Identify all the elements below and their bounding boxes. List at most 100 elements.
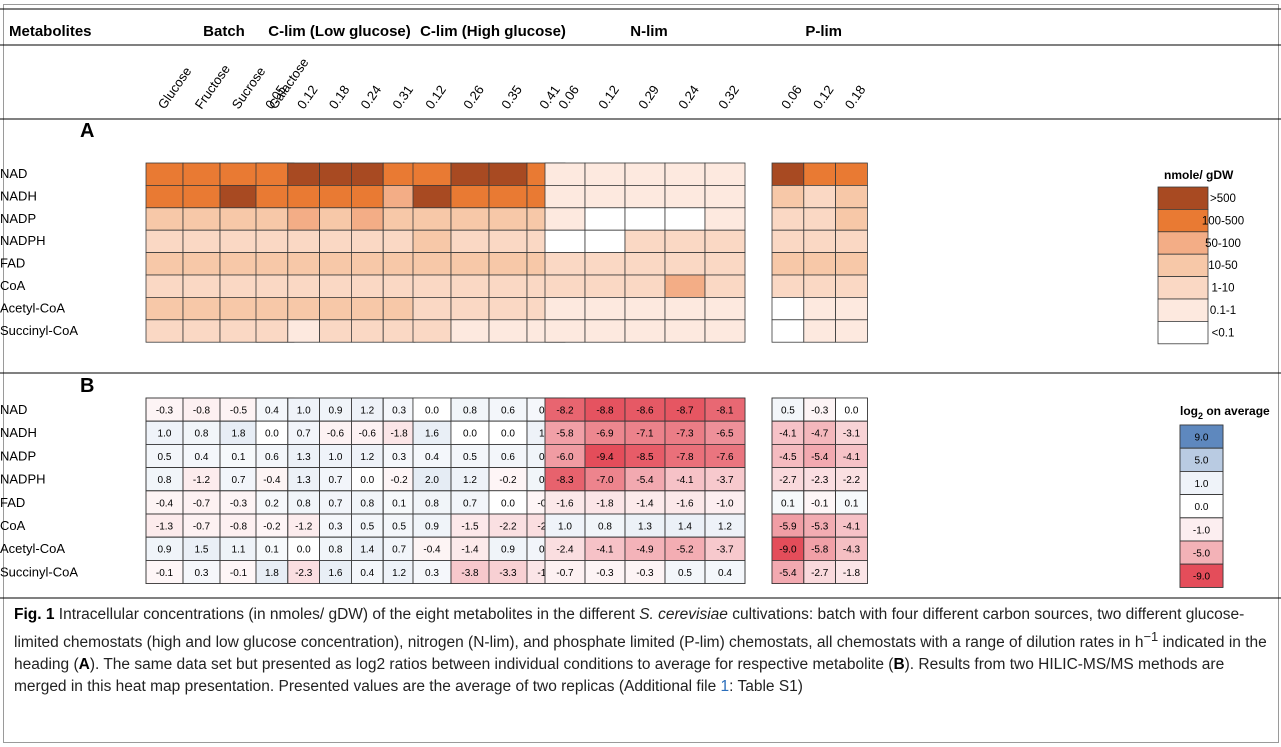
heatmap-a-cell (412, 296, 452, 321)
heatmap-b-value: 0.1 (392, 498, 406, 509)
heatmap-b-value: -5.4 (811, 452, 829, 463)
heatmap-b-value: -0.3 (596, 568, 614, 579)
heatmap-a-cell (704, 296, 746, 321)
heatmap-a-cell (287, 207, 320, 231)
heatmap-a-cell (704, 162, 746, 186)
heatmap-a-cell (145, 184, 184, 209)
heatmap-b-value: 0.8 (158, 475, 172, 486)
heatmap-a-cell (145, 207, 184, 231)
heatmap-b-value: -3.3 (499, 568, 517, 579)
heatmap-b-value: -5.8 (811, 545, 829, 556)
caption-text-5: ). Results from two HILIC-MS/MS methods … (14, 656, 1225, 696)
heatmap-b-value: -1.0 (716, 498, 734, 509)
heatmap-a-cell (350, 296, 384, 321)
heatmap-a-cell (412, 184, 452, 209)
heatmap-b-value: 0.0 (501, 498, 515, 509)
heatmap-b-value: -0.7 (193, 522, 211, 533)
caption-text-6: : Table S1) (729, 678, 803, 696)
heatmap-b-value: 0.8 (297, 498, 311, 509)
legend-a-swatch (1157, 186, 1209, 210)
heatmap-b-value: -4.1 (676, 475, 694, 486)
heatmap-b-value: 0.5 (360, 522, 374, 533)
legend-b-swatch (1179, 563, 1224, 588)
heatmap-b-value: 0.0 (360, 475, 374, 486)
heatmap-a-cell (803, 296, 836, 321)
legend-a-swatch (1157, 253, 1209, 277)
heatmap-b-value: 2.0 (425, 475, 439, 486)
heatmap-a-cell (450, 229, 490, 253)
heatmap-b-value: 0.7 (329, 498, 343, 509)
row-label: FAD (0, 495, 25, 510)
heatmap-b-value: -3.7 (716, 475, 734, 486)
legend-b-label: 5.0 (1195, 456, 1209, 467)
heatmap-a-cell (835, 162, 868, 186)
heatmap-b-value: -0.7 (193, 498, 211, 509)
heatmap-b-value: 1.4 (678, 522, 692, 533)
heatmap-a-cell (350, 319, 384, 343)
legend-b-label: -5.0 (1193, 549, 1211, 560)
heatmap-a-cell (771, 162, 805, 186)
row-label: CoA (0, 518, 26, 533)
heatmap-b-value: 1.3 (297, 475, 311, 486)
heatmap-b-value: -0.5 (230, 406, 248, 417)
legend-b-title: log2 on average (1180, 404, 1270, 421)
heatmap-b-value: -8.3 (556, 475, 574, 486)
panel-a-letter: A (80, 120, 94, 142)
heatmap-b-value: -8.7 (676, 406, 694, 417)
heatmap-b-value: 0.3 (392, 406, 406, 417)
heatmap-a-cell (488, 319, 528, 343)
heatmap-b-value: 0.0 (425, 406, 439, 417)
heatmap-a-cell (771, 184, 805, 209)
heatmap-b-value: 0.8 (329, 545, 343, 556)
heatmap-b-value: 0.0 (265, 429, 279, 440)
heatmap-b-value: 0.7 (329, 475, 343, 486)
heatmap-a-cell (664, 274, 706, 298)
legend-b-label: 1.0 (1195, 479, 1209, 490)
legend-a-label: >500 (1210, 193, 1236, 205)
heatmap-b-value: -0.4 (156, 498, 174, 509)
heatmap-a-cell (219, 296, 258, 321)
heatmap-a-cell (624, 274, 666, 298)
header-group: Batch (203, 23, 245, 40)
heatmap-a-cell (450, 207, 490, 231)
heatmap-a-cell (584, 162, 626, 186)
heatmap-b-value: -9.0 (779, 545, 797, 556)
heatmap-a-cell (219, 184, 258, 209)
heatmap-a-cell (182, 319, 221, 343)
heatmap-a-cell (219, 252, 258, 276)
heatmap-a-cell (624, 252, 666, 276)
heatmap-b-value: 0.2 (265, 498, 279, 509)
heatmap-b-value: 1.2 (463, 475, 477, 486)
column-label: 0.12 (422, 82, 449, 111)
heatmap-b-value: 1.2 (718, 522, 732, 533)
heatmap-b-value: 0.1 (845, 498, 859, 509)
heatmap-a-cell (219, 207, 258, 231)
column-label: Sucrose (229, 64, 269, 112)
caption-file-ref[interactable]: 1 (720, 678, 730, 696)
legend-a-label: <0.1 (1212, 327, 1235, 339)
heatmap-a-cell (544, 184, 586, 209)
heatmap-a-cell (350, 274, 384, 298)
heatmap-b-value: -3.8 (461, 568, 479, 579)
heatmap-a-cell (803, 207, 836, 231)
heatmap-b-value: 1.1 (232, 545, 246, 556)
heatmap-a-cell (287, 319, 320, 343)
heatmap-b-value: 1.8 (265, 568, 279, 579)
heatmap-a-cell (771, 319, 805, 343)
heatmap-a-cell (771, 229, 805, 253)
heatmap-b-value: -1.4 (461, 545, 479, 556)
heatmap-a-cell (319, 162, 352, 186)
heatmap-a-cell (319, 229, 352, 253)
heatmap-a-cell (382, 162, 416, 186)
heatmap-a-cell (803, 274, 836, 298)
heatmap-b-value: -2.2 (499, 522, 517, 533)
column-label: 0.18 (326, 82, 353, 111)
heatmap-a-cell (412, 162, 452, 186)
heatmap-b-value: -7.0 (596, 475, 614, 486)
heatmap-b-value: -8.8 (596, 406, 614, 417)
heatmap-a-cell (803, 162, 836, 186)
heatmap-a-cell (382, 229, 416, 253)
heatmap-a-cell (624, 207, 666, 231)
heatmap-a-cell (182, 252, 221, 276)
heatmap-a-cell (624, 162, 666, 186)
